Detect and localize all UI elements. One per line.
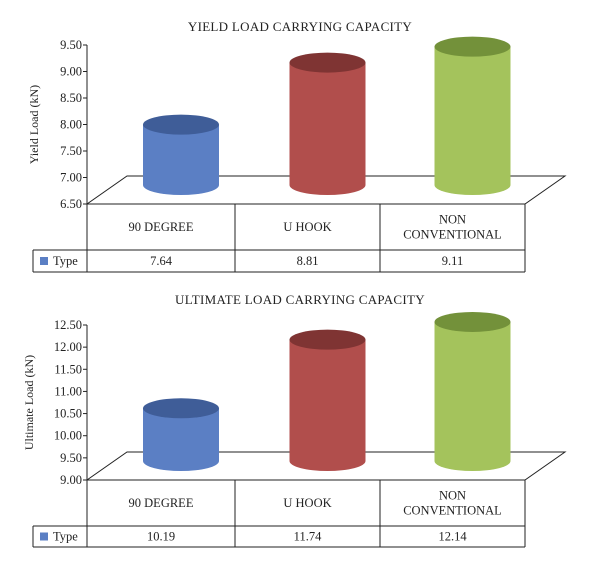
y-tick-label: 8.00 bbox=[60, 118, 82, 132]
bar-cylinder-top bbox=[434, 311, 511, 332]
data-table-value: 8.81 bbox=[297, 254, 319, 268]
x-category-label: NON bbox=[439, 213, 466, 227]
legend-swatch bbox=[40, 257, 48, 265]
bar-cylinder bbox=[143, 124, 219, 195]
y-tick-label: 9.50 bbox=[60, 451, 82, 465]
bar-cylinder bbox=[289, 62, 366, 195]
y-tick-label: 7.50 bbox=[60, 144, 82, 158]
y-tick-label: 9.00 bbox=[60, 473, 82, 487]
bar-cylinder-top bbox=[289, 329, 366, 350]
y-tick-label: 9.50 bbox=[60, 38, 82, 52]
y-tick-label: 9.00 bbox=[60, 65, 82, 79]
x-category-label: CONVENTIONAL bbox=[403, 504, 502, 518]
legend-label: Type bbox=[53, 530, 78, 544]
x-category-label: 90 DEGREE bbox=[129, 496, 194, 510]
x-category-label: CONVENTIONAL bbox=[403, 228, 502, 242]
bar-cylinder-top bbox=[434, 36, 511, 57]
data-table-value: 11.74 bbox=[294, 530, 322, 544]
data-table-value: 9.11 bbox=[442, 254, 463, 268]
legend-label: Type bbox=[53, 254, 78, 268]
y-axis-label: Yield Load (kN) bbox=[27, 85, 41, 164]
legend-swatch bbox=[40, 532, 48, 541]
bar-cylinder bbox=[434, 321, 511, 472]
data-table-value: 7.64 bbox=[150, 254, 173, 268]
chart-title: YIELD LOAD CARRYING CAPACITY bbox=[188, 19, 413, 34]
data-table-value: 10.19 bbox=[147, 530, 175, 544]
bar-cylinder-top bbox=[289, 52, 366, 73]
x-category-label: U HOOK bbox=[283, 496, 331, 510]
x-category-label: NON bbox=[439, 489, 466, 503]
x-category-label: U HOOK bbox=[283, 220, 331, 234]
y-tick-label: 11.00 bbox=[54, 384, 82, 398]
bar-cylinder-top bbox=[143, 114, 219, 135]
data-table-value: 12.14 bbox=[438, 530, 467, 544]
bar-cylinder-top bbox=[143, 398, 219, 419]
y-tick-label: 10.00 bbox=[54, 429, 82, 443]
y-tick-label: 8.50 bbox=[60, 91, 82, 105]
y-axis-label: Ultimate Load (kN) bbox=[22, 355, 36, 450]
y-tick-label: 6.50 bbox=[60, 197, 82, 211]
y-tick-label: 12.50 bbox=[54, 318, 82, 332]
bar-cylinder bbox=[289, 339, 366, 472]
bar-cylinder bbox=[434, 46, 511, 195]
bar-cylinder bbox=[143, 408, 219, 471]
y-tick-label: 7.00 bbox=[60, 171, 82, 185]
y-tick-label: 11.50 bbox=[54, 362, 82, 376]
chart-title: ULTIMATE LOAD CARRYING CAPACITY bbox=[175, 292, 425, 307]
x-category-label: 90 DEGREE bbox=[129, 220, 194, 234]
y-tick-label: 12.00 bbox=[54, 340, 82, 354]
y-tick-label: 10.50 bbox=[54, 407, 82, 421]
